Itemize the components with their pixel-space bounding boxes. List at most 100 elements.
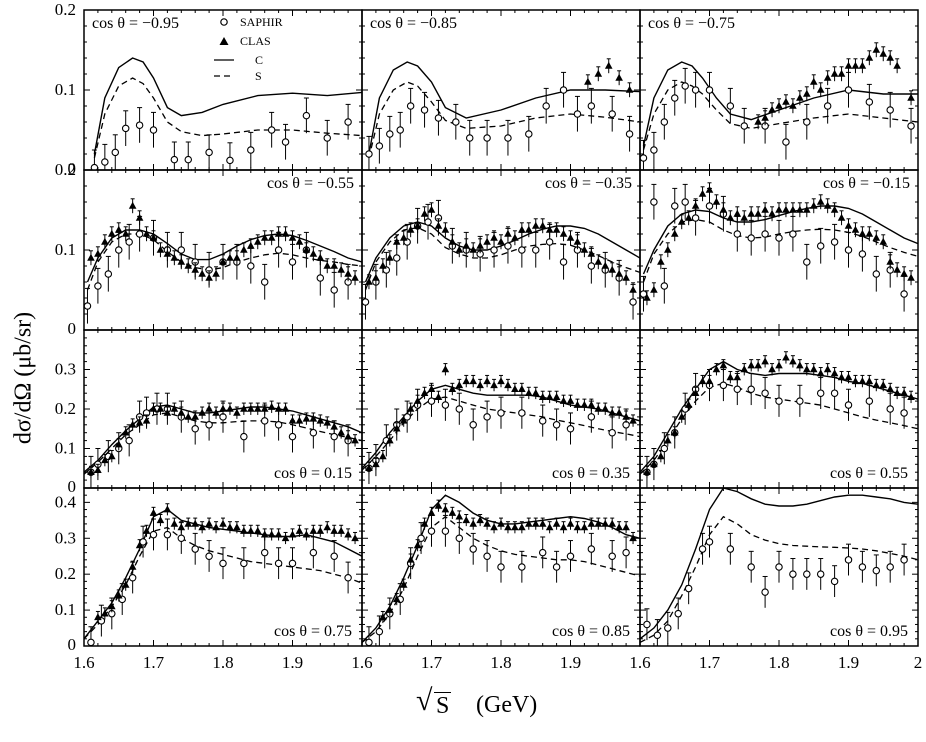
clas-point xyxy=(531,221,540,229)
clas-point xyxy=(198,408,206,416)
saphir-point xyxy=(375,627,384,636)
legend-clas-label: CLAS xyxy=(240,34,271,48)
saphir-point xyxy=(104,270,113,278)
clas-point xyxy=(94,249,102,257)
x-tick-label: 1.8 xyxy=(768,653,789,672)
clas-point xyxy=(323,261,332,269)
y-tick-label: 0.4 xyxy=(55,492,77,511)
clas-point xyxy=(545,523,554,531)
saphir-point xyxy=(260,548,269,557)
x-tick-label: 1.7 xyxy=(143,653,165,672)
clas-point xyxy=(518,385,526,393)
clas-point xyxy=(462,241,471,249)
saphir-point xyxy=(552,563,561,571)
clas-point xyxy=(761,357,769,365)
clas-point xyxy=(344,432,352,440)
clas-point xyxy=(441,225,450,233)
clas-point xyxy=(872,233,881,241)
clas-point xyxy=(584,77,592,85)
clas-point xyxy=(851,225,860,233)
saphir-point xyxy=(587,102,596,110)
clas-point xyxy=(691,389,700,396)
panel-title: cos θ = −0.35 xyxy=(545,175,632,192)
clas-point xyxy=(851,61,860,69)
saphir-point xyxy=(705,202,714,210)
saphir-point xyxy=(747,563,755,571)
clas-point xyxy=(212,523,220,531)
clas-point xyxy=(684,400,693,408)
panel-grid: 0 0.1 0.2 cos θ = −0.95 cos θ = −0.85 cos θ =… xyxy=(55,0,923,672)
saphir-point xyxy=(608,428,616,437)
clas-point xyxy=(386,253,394,261)
clas-point xyxy=(114,591,123,599)
y-tick-label: 0.2 xyxy=(55,399,76,418)
clas-point xyxy=(156,404,165,412)
saphir-point xyxy=(816,389,825,397)
panel-title: cos θ = 0.15 xyxy=(274,465,352,482)
saphir-point xyxy=(497,563,505,571)
saphir-point xyxy=(288,432,297,441)
clas-point xyxy=(511,233,519,241)
clas-point xyxy=(101,456,109,464)
saphir-point xyxy=(330,552,338,560)
clas-point xyxy=(761,113,769,121)
saphir-point xyxy=(115,246,123,254)
clas-point xyxy=(907,392,915,400)
clas-point xyxy=(587,400,596,408)
saphir-point xyxy=(747,385,755,393)
clas-point xyxy=(538,392,547,400)
clas-point xyxy=(253,526,262,534)
clas-point xyxy=(538,519,547,527)
saphir-point xyxy=(775,397,783,405)
saphir-point xyxy=(789,230,797,238)
clas-point xyxy=(858,377,867,385)
panel-title: cos θ = −0.95 xyxy=(92,15,179,32)
clas-point xyxy=(267,530,276,538)
clas-point xyxy=(233,408,241,416)
clas-point xyxy=(309,414,318,422)
panel-5: cos θ = −0.35 xyxy=(361,169,641,331)
clas-point xyxy=(823,201,832,209)
saphir-point xyxy=(465,134,474,142)
clas-point xyxy=(775,361,783,369)
saphir-point xyxy=(392,254,401,262)
clas-point xyxy=(288,416,297,424)
saphir-point xyxy=(170,155,179,164)
saphir-point xyxy=(660,282,669,290)
clas-point xyxy=(149,233,158,241)
saphir-point xyxy=(365,150,373,158)
clas-point xyxy=(657,257,665,265)
saphir-point xyxy=(823,102,832,110)
saphir-point xyxy=(830,238,839,246)
clas-point xyxy=(281,404,290,412)
saphir-point xyxy=(302,111,311,120)
clas-point xyxy=(135,213,144,221)
saphir-point xyxy=(886,106,894,114)
panel-plot-area xyxy=(640,351,918,488)
saphir-point xyxy=(455,534,464,543)
panel-2: cos θ = −0.85 xyxy=(361,9,641,171)
clas-point xyxy=(587,249,596,257)
clas-point xyxy=(705,185,714,193)
panel-11: 1.6 1.7 1.8 1.9 cos θ = 0.85 xyxy=(351,487,641,672)
clas-point xyxy=(114,440,123,448)
clas-point xyxy=(240,404,248,412)
s-curve xyxy=(642,81,918,151)
clas-point xyxy=(872,45,881,53)
x-tick-label: 2 xyxy=(914,653,923,672)
saphir-point xyxy=(625,130,634,138)
legend-saphir-marker xyxy=(220,18,228,26)
saphir-point xyxy=(362,298,370,306)
clas-point xyxy=(379,452,387,460)
clas-point xyxy=(302,245,311,253)
saphir-point xyxy=(698,545,707,553)
clas-point xyxy=(566,396,575,404)
legend-s-label: S xyxy=(255,69,262,83)
clas-point xyxy=(559,229,568,237)
clas-point xyxy=(625,85,634,93)
saphir-point xyxy=(608,110,616,118)
saphir-point xyxy=(660,118,669,126)
clas-point xyxy=(664,436,672,444)
clas-point xyxy=(198,523,206,531)
y-tick-label: 0 xyxy=(68,635,77,654)
